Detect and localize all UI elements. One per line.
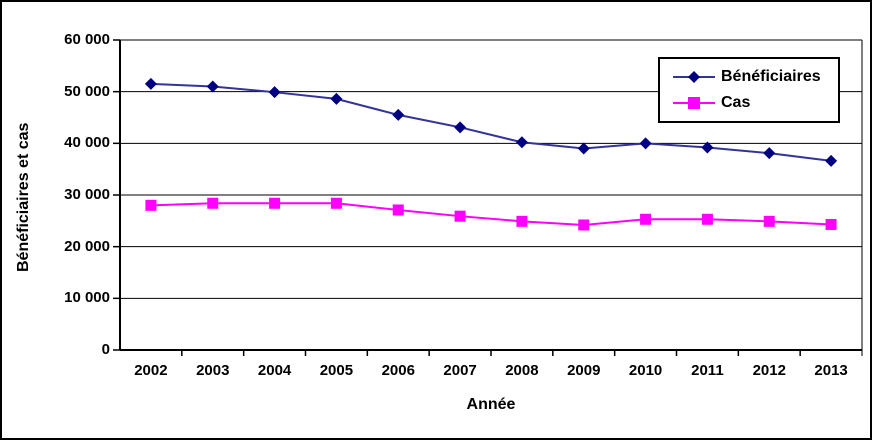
data-point-diamond (268, 86, 281, 99)
x-tick-label: 2010 (628, 362, 663, 379)
data-point-square (825, 218, 837, 230)
cas-line-square-icon (673, 97, 715, 110)
data-point-square (392, 204, 404, 216)
y-tick-label: 50 000 (64, 82, 110, 100)
legend-item-beneficiaires: Bénéficiaires (673, 68, 838, 86)
beneficiaires-line-diamond-icon (673, 70, 715, 83)
legend: Bénéficiaires Cas (658, 57, 840, 123)
data-point-diamond (144, 77, 157, 90)
legend-item-cas: Cas (673, 94, 838, 112)
x-tick-label: 2006 (381, 362, 415, 379)
data-point-square (701, 213, 713, 225)
data-point-diamond (639, 137, 652, 150)
data-point-square (330, 197, 342, 209)
data-point-diamond (701, 141, 714, 154)
data-point-square (454, 210, 466, 222)
legend-label-beneficiaires: Bénéficiaires (721, 67, 821, 85)
y-tick-label: 20 000 (64, 237, 110, 255)
data-point-diamond (763, 147, 776, 160)
data-point-square (578, 219, 590, 231)
data-point-diamond (825, 154, 838, 167)
data-point-square (516, 215, 528, 227)
y-tick-label: 10 000 (64, 289, 110, 307)
legend-label-cas: Cas (721, 94, 751, 112)
x-tick-label: 2002 (134, 362, 168, 379)
data-point-square (763, 215, 775, 227)
plot-area (113, 39, 863, 356)
x-tick-label: 2007 (443, 362, 477, 379)
y-tick-label: 0 (101, 341, 110, 358)
data-point-square (640, 213, 652, 225)
x-tick-label: 2011 (691, 362, 724, 379)
x-tick-label: 2005 (319, 362, 354, 379)
x-tick-label: 2003 (196, 362, 230, 379)
x-tick-label: 2004 (257, 362, 292, 379)
data-point-diamond (515, 136, 528, 149)
x-tick-label: 2009 (567, 362, 601, 379)
x-tick-label: 2013 (814, 362, 848, 379)
data-point-diamond (206, 80, 219, 93)
data-point-diamond (454, 121, 467, 134)
y-tick-label: 30 000 (64, 186, 110, 203)
x-axis-title: Année (466, 396, 516, 413)
x-tick-label: 2008 (505, 362, 539, 379)
data-point-square (207, 197, 219, 209)
y-tick-label: 60 000 (64, 31, 110, 48)
data-point-diamond (577, 142, 590, 155)
y-tick-label: 40 000 (64, 134, 110, 152)
series-line-diamond (150, 82, 832, 162)
data-point-diamond (392, 108, 405, 121)
x-tick-label: 2012 (752, 362, 786, 379)
series-line-square (150, 202, 832, 226)
data-point-square (145, 199, 157, 211)
data-point-square (269, 197, 281, 209)
data-point-diamond (330, 92, 343, 105)
